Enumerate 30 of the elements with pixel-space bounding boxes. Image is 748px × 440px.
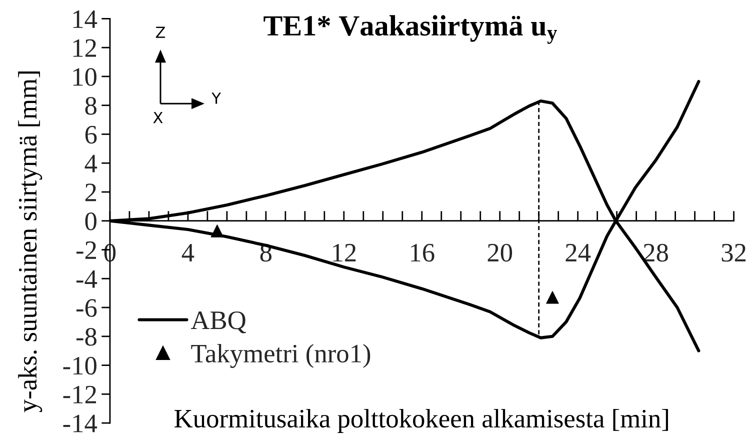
y-tick-label: 0 [85,212,96,230]
y-tick-label: -8 [76,328,96,346]
y-tick-label: 12 [73,39,96,57]
x-tick-label: 20 [488,244,512,262]
y-tick-label: -14 [63,414,98,432]
annotation: Z [156,26,166,38]
legend-label: ABQ [190,311,246,334]
x-tick-label: 32 [722,244,746,262]
y-tick-label: 14 [73,10,98,28]
y-axis-title: y-aks. suuntainen siirtymä [mm] [18,72,42,412]
annotation: X [153,112,163,124]
x-tick-label: 24 [566,244,591,262]
y-tick-label: 10 [73,68,96,86]
legend-label: Takymetri (nro1) [191,344,370,368]
x-tick-label: 4 [182,244,194,262]
y-tick-label: 8 [85,96,96,115]
y-tick-label: -4 [76,270,98,288]
y-tick-label: -12 [63,386,96,404]
x-tick-label: 16 [411,244,434,262]
y-tick-label: 6 [85,126,97,144]
x-axis-title: Kuormitusaika polttokokeen alkamisesta [min] [174,409,668,433]
y-tick-label: 2 [85,184,96,202]
x-tick-label: 28 [644,244,668,262]
chart-title: TE1* Vaakasiirtymä u$_{y}$ [264,15,558,44]
y-tick-label: -10 [63,356,96,375]
y-tick-label: -2 [76,241,96,259]
x-tick-label: 12 [333,244,356,262]
y-tick-label: 4 [84,154,98,172]
y-tick-label: -6 [76,299,97,317]
annotation: Y [212,92,222,104]
